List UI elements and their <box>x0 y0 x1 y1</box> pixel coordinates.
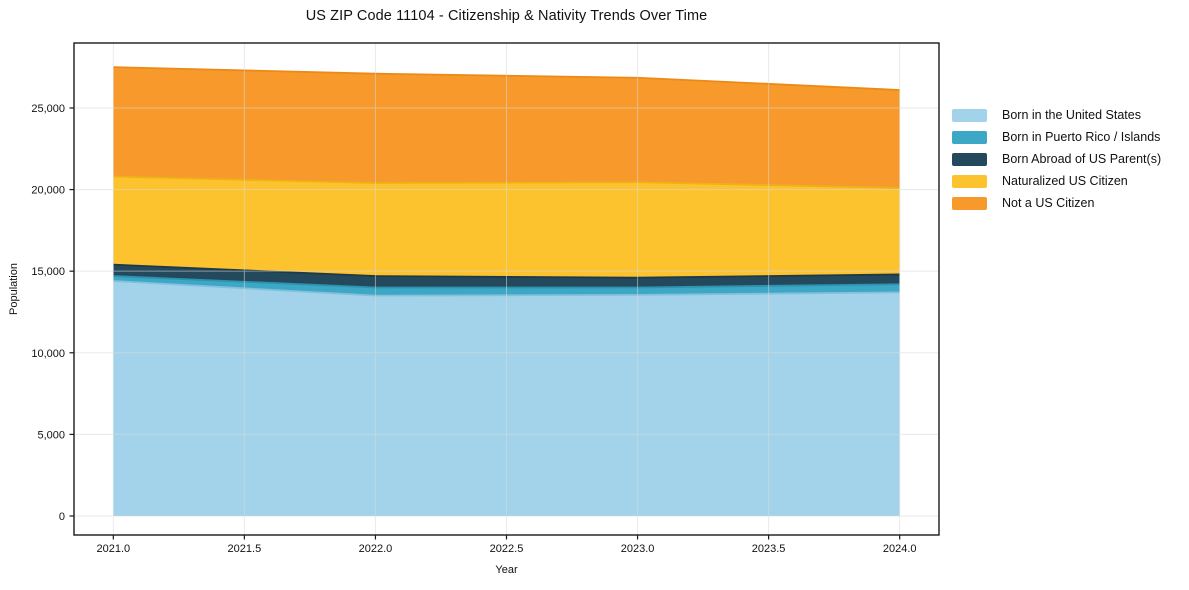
legend-item-label: Not a US Citizen <box>1002 196 1095 210</box>
legend-item: Naturalized US Citizen <box>952 170 1161 192</box>
tick-marks <box>69 107 901 540</box>
legend-swatch <box>952 196 987 210</box>
legend-swatch <box>952 108 987 122</box>
legend-item-label: Naturalized US Citizen <box>1002 174 1128 188</box>
x-tick-label: 2023.5 <box>752 543 786 555</box>
legend-item: Born in Puerto Rico / Islands <box>952 126 1161 148</box>
area-series <box>113 276 900 296</box>
x-tick-label: 2022.0 <box>359 543 393 555</box>
y-tick-label: 25,000 <box>31 103 65 115</box>
chart-title: US ZIP Code 11104 - Citizenship & Nativi… <box>305 8 708 24</box>
legend-swatch <box>952 130 987 144</box>
gridlines <box>74 43 939 535</box>
x-axis-label: Year <box>495 564 518 576</box>
y-tick-label: 0 <box>59 511 65 523</box>
legend-item: Born Abroad of US Parent(s) <box>952 148 1161 170</box>
x-tick-label: 2022.5 <box>490 543 524 555</box>
legend-item: Born in the United States <box>952 104 1161 126</box>
chart-legend: Born in the United States Born in Puerto … <box>952 104 1161 214</box>
y-tick-label: 5,000 <box>37 429 65 441</box>
x-tick-label: 2021.5 <box>228 543 262 555</box>
y-tick-label: 10,000 <box>31 348 65 360</box>
legend-swatch <box>952 152 987 166</box>
legend-item-label: Born Abroad of US Parent(s) <box>1002 152 1162 166</box>
y-tick-label: 20,000 <box>31 185 65 197</box>
area-series <box>113 264 900 288</box>
x-tick-label: 2024.0 <box>883 543 917 555</box>
y-tick-label: 15,000 <box>31 266 65 278</box>
y-axis-label: Population <box>8 263 20 315</box>
legend-item-label: Born in the United States <box>1002 108 1141 122</box>
legend-item: Not a US Citizen <box>952 192 1161 214</box>
x-tick-label: 2021.0 <box>96 543 130 555</box>
x-tick-label: 2023.0 <box>621 543 655 555</box>
legend-swatch <box>952 174 987 188</box>
legend-item-label: Born in Puerto Rico / Islands <box>1002 130 1161 144</box>
